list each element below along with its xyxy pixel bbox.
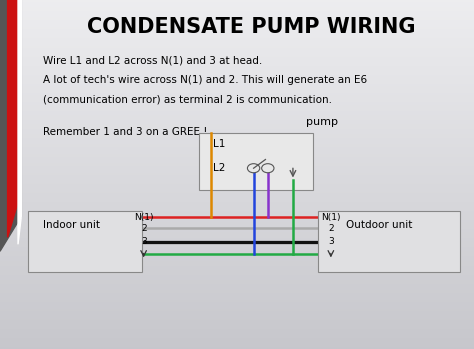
Text: 3: 3 — [141, 237, 147, 246]
Text: N(1): N(1) — [134, 213, 154, 222]
Text: N(1): N(1) — [321, 213, 341, 222]
Circle shape — [262, 164, 274, 173]
Circle shape — [247, 164, 260, 173]
Text: Indoor unit: Indoor unit — [43, 220, 100, 230]
Text: 2: 2 — [141, 224, 147, 233]
Text: Outdoor unit: Outdoor unit — [346, 220, 412, 230]
Text: 2: 2 — [328, 224, 334, 233]
Text: A lot of tech's wire across N(1) and 2. This will generate an E6: A lot of tech's wire across N(1) and 2. … — [43, 75, 367, 85]
Bar — [318, 211, 460, 272]
Text: Wire L1 and L2 across N(1) and 3 at head.: Wire L1 and L2 across N(1) and 3 at head… — [43, 56, 262, 66]
Text: 3: 3 — [328, 237, 334, 246]
Text: (communication error) as terminal 2 is communication.: (communication error) as terminal 2 is c… — [43, 94, 332, 104]
Text: CONDENSATE PUMP WIRING: CONDENSATE PUMP WIRING — [87, 17, 416, 37]
Polygon shape — [18, 0, 21, 244]
Text: pump: pump — [306, 117, 338, 127]
Bar — [28, 211, 142, 272]
Text: L1: L1 — [213, 139, 226, 149]
Bar — [199, 133, 313, 190]
Text: L2: L2 — [213, 163, 226, 173]
Text: Remember 1 and 3 on a GREE !: Remember 1 and 3 on a GREE ! — [43, 127, 207, 138]
Polygon shape — [0, 0, 21, 251]
Polygon shape — [8, 0, 18, 237]
